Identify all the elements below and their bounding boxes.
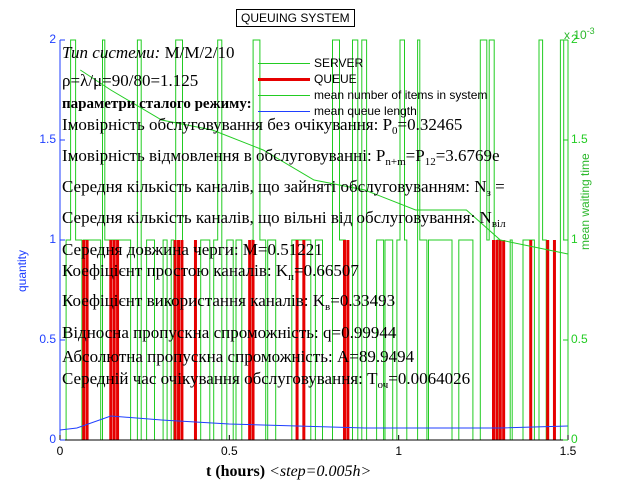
y-right-tick-label: 0.5 (571, 332, 588, 346)
nv-line: Середня кількість каналів, що вільні від… (62, 209, 506, 230)
y-left-tick-label: 0 (49, 432, 56, 446)
nz-label: Середня кількість каналів, що зайняті об… (62, 177, 487, 196)
y-axis-left-label: quantity (15, 249, 29, 293)
y-right-tick-label: 2 (571, 32, 578, 46)
y-left-tick-label: 0.5 (39, 332, 56, 346)
queue-spike (552, 240, 556, 440)
system-type-label: Тип системи: (62, 43, 161, 62)
legend: SERVER QUEUE mean number of items in sys… (258, 55, 487, 119)
nz-sub: з (486, 187, 491, 199)
queue-spike (502, 240, 506, 440)
queue-spike (112, 240, 116, 440)
p0-line: Імовірність обслуговування без очікуванн… (62, 116, 462, 137)
kv-value: =0.33493 (330, 291, 396, 310)
x-tick-label: 0 (56, 444, 64, 458)
y-right-tick-label: 1 (571, 232, 578, 246)
axes (59, 39, 569, 441)
t-label: Середній час очікування обслуговування: … (62, 369, 378, 388)
kp-sub: п (288, 271, 295, 283)
x-axis-label-main: t (hours) (206, 463, 266, 480)
queue-spike (546, 240, 550, 440)
chart-title: QUEUING SYSTEM (236, 9, 355, 27)
queue-spike (116, 240, 120, 440)
kp-label: Коефіцієнт простою каналів: K (62, 261, 289, 280)
mean-queue-length-line (59, 415, 569, 431)
pn-label: Імовірність відмовлення в обслуговуванні… (62, 146, 386, 165)
y-left-tick-label: 1 (49, 232, 56, 246)
kp-value: =0.66507 (294, 261, 359, 280)
legend-label: mean number of items in system (314, 88, 488, 102)
nv-label: Середня кількість каналів, що вільні від… (62, 208, 492, 227)
y-axis-right-label: mean waiting time (578, 153, 592, 250)
queue-spike (529, 240, 533, 440)
legend-label: SERVER (314, 56, 364, 70)
legend-item-queue: QUEUE (258, 71, 487, 87)
queue-spike (180, 240, 184, 440)
y-left-tick-label: 1.5 (39, 132, 56, 146)
pn-sub2: 12 (424, 156, 436, 168)
queue-spike (248, 240, 252, 440)
kp-line: Коефіцієнт простою каналів: Kп=0.66507 (62, 262, 359, 283)
right-scale-exponent: -3 (586, 26, 595, 36)
x-axis-label-step: <step=0.005h> (269, 463, 372, 480)
t-sub: оч (377, 379, 389, 391)
t-value: =0.0064026 (388, 369, 471, 388)
nz-value: = (490, 177, 505, 196)
queue-spike (193, 240, 197, 440)
y-left-tick-label: 2 (49, 32, 56, 46)
queue-spike (295, 240, 299, 440)
x-tick-label: 1 (395, 444, 402, 458)
system-type: Тип системи: M/M/2/10 (62, 44, 234, 61)
legend-label: QUEUE (314, 72, 357, 86)
nv-sub: віл (491, 218, 506, 230)
kv-sub: в (325, 301, 331, 313)
mean-waiting-time-line (80, 69, 569, 255)
queue-length-line: Середня довжина черги: M=0.51221 (62, 240, 323, 259)
x-tick-label: 0.5 (220, 444, 238, 458)
queue-spike (302, 240, 306, 440)
pn-value: =3.6769e (435, 146, 500, 165)
queue-spike (82, 240, 86, 440)
legend-item-server: SERVER (258, 55, 487, 71)
pn-line: Імовірність відмовлення в обслуговуванні… (62, 147, 500, 168)
p0-label: Імовірність обслуговування без очікуванн… (62, 115, 393, 134)
right-scale-base: x 10 (564, 28, 587, 42)
p0-value: =0.32465 (397, 115, 463, 134)
queue-spike (109, 240, 113, 440)
legend-item-mean-queue: mean queue length (258, 103, 487, 119)
x-axis-label: t (hours) <step=0.005h> (206, 463, 371, 481)
legend-label: mean queue length (314, 104, 417, 118)
rho-line: ρ=λ/μ=90/80=1.125 (62, 71, 199, 90)
pn-sub: n+m (385, 156, 406, 168)
system-type-value: M/M/2/10 (164, 43, 235, 62)
nz-line: Середня кількість каналів, що зайняті об… (62, 178, 505, 199)
a-line: Абсолютна пропускна спроможність: A=89.9… (62, 347, 415, 366)
queue-spike (495, 240, 499, 440)
q-line: Відносна пропускна спроможність: q=0.999… (62, 323, 397, 342)
queue-spike (173, 240, 177, 440)
legend-item-mean-items: mean number of items in system (258, 87, 487, 103)
queue-series (82, 240, 556, 440)
queue-spike (251, 240, 255, 440)
y-right-tick-label: 1.5 (571, 132, 588, 146)
steady-state-header: параметри сталого режиму: (62, 96, 252, 112)
pn-eq: =P (405, 146, 425, 165)
queue-spike (491, 240, 495, 440)
kv-line: Коефіцієнт використання каналів: Kв=0.33… (62, 292, 395, 313)
right-axis-scale: x 10-3 (564, 26, 595, 42)
x-tick-label: 1.5 (559, 444, 577, 458)
queue-spike (177, 240, 181, 440)
t-line: Середній час очікування обслуговування: … (62, 370, 470, 391)
queue-spike (85, 240, 89, 440)
mean-lines (59, 69, 569, 431)
kv-label: Коефіцієнт використання каналів: K (62, 291, 326, 310)
queue-spike (498, 240, 502, 440)
queue-spike (346, 240, 350, 440)
queue-spike (342, 240, 346, 440)
y-right-tick-label: 0 (571, 432, 578, 446)
plot-background (60, 40, 568, 440)
p0-sub: 0 (392, 125, 398, 137)
